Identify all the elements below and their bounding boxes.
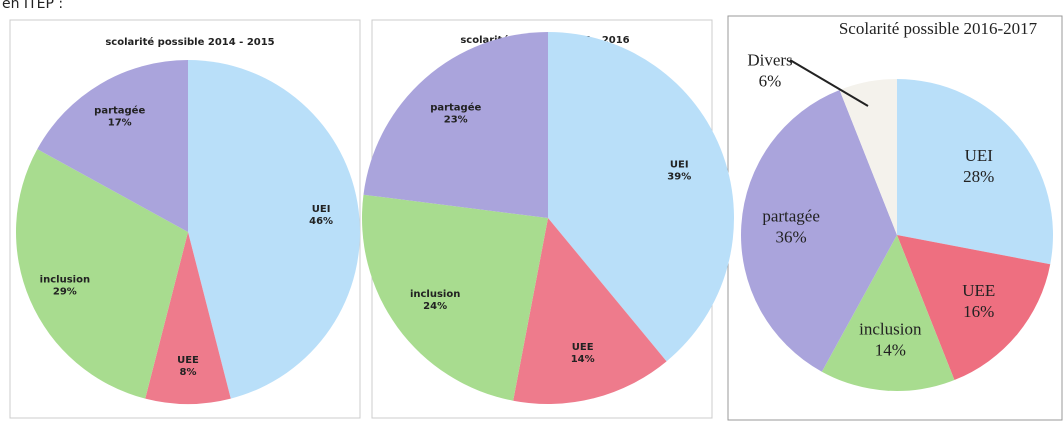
slice-value: 16% bbox=[963, 302, 994, 321]
slice-value: 6% bbox=[759, 71, 782, 90]
pie-slice bbox=[897, 79, 1053, 265]
pie-slice bbox=[548, 32, 735, 362]
slice-label: UEI bbox=[670, 160, 689, 171]
pie-slice bbox=[741, 89, 897, 372]
slice-label: UEI bbox=[312, 204, 331, 215]
slice-value: 24% bbox=[423, 301, 447, 312]
slice-label: UEE bbox=[177, 355, 199, 366]
chart-title: Scolarité possible 2016-2017 bbox=[839, 19, 1038, 38]
leader-line bbox=[789, 59, 869, 107]
slice-label: inclusion bbox=[859, 319, 922, 338]
caption: en ITEP : bbox=[2, 0, 63, 12]
slice-value: 36% bbox=[776, 228, 807, 247]
pie-slice bbox=[821, 235, 955, 391]
slice-value: 23% bbox=[444, 114, 468, 125]
pie-slice bbox=[145, 232, 231, 405]
pie-slice bbox=[513, 218, 667, 404]
panel bbox=[9, 19, 361, 419]
pie-slice bbox=[897, 235, 1051, 381]
slice-value: 14% bbox=[875, 340, 906, 359]
chart-title: scolarité possible 2014 - 2015 bbox=[105, 36, 274, 48]
pie-slice bbox=[362, 194, 548, 401]
slice-label: partagée bbox=[762, 207, 820, 226]
slice-label: inclusion bbox=[410, 289, 460, 300]
slice-value: 14% bbox=[571, 354, 595, 365]
pie-slice bbox=[188, 60, 361, 399]
pie-slice bbox=[15, 149, 189, 399]
slice-value: 28% bbox=[963, 167, 994, 186]
pie-slice bbox=[839, 79, 897, 235]
pie-slice bbox=[37, 59, 188, 232]
pie-slice bbox=[363, 32, 548, 218]
slice-label: partagée bbox=[430, 101, 481, 113]
slice-value: 39% bbox=[667, 172, 691, 183]
slice-label: UEE bbox=[962, 281, 995, 300]
slice-value: 46% bbox=[309, 216, 333, 227]
slice-label: UEI bbox=[965, 146, 994, 165]
slice-label: inclusion bbox=[40, 274, 90, 285]
slice-value: 29% bbox=[53, 286, 77, 297]
slice-label: partagée bbox=[94, 105, 145, 117]
slice-value: 8% bbox=[180, 367, 197, 378]
slice-value: 17% bbox=[108, 118, 132, 129]
slice-label: UEE bbox=[572, 342, 594, 353]
slice-label: Divers bbox=[747, 50, 792, 69]
